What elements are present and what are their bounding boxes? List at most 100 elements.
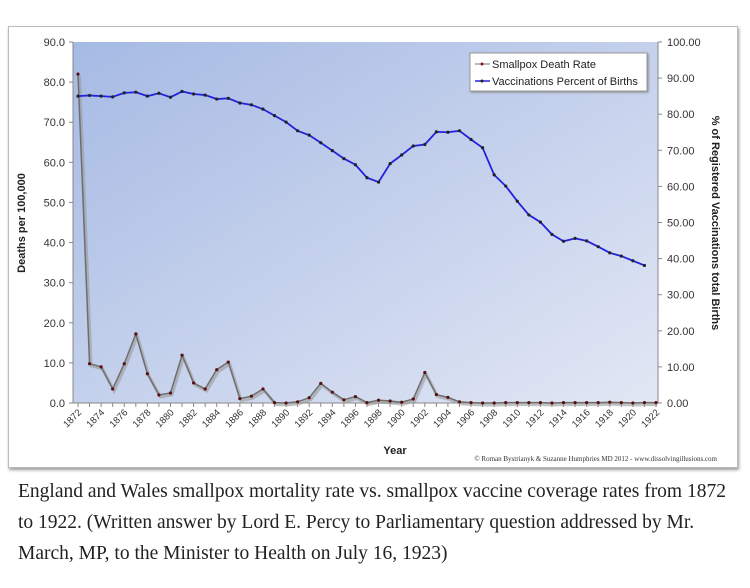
vaccination-point xyxy=(261,107,265,111)
x-tick-label: 1916 xyxy=(570,407,593,430)
smallpox-point xyxy=(550,401,554,405)
smallpox-point xyxy=(296,400,300,404)
vaccination-point xyxy=(515,199,519,203)
vaccination-point xyxy=(157,91,161,95)
vaccination-line xyxy=(77,90,645,267)
vaccination-point xyxy=(122,91,126,95)
y2-tick-label: 50.00 xyxy=(667,218,695,230)
smallpox-point xyxy=(423,370,427,375)
vaccination-point xyxy=(192,92,196,96)
y2-tick-label: 90.00 xyxy=(667,73,695,85)
chart-frame: 0.0 10.0 20.0 30.0 40.0 50.0 60.0 70.0 80.0 90.0 0… xyxy=(8,26,738,468)
x-tick-label: 1908 xyxy=(478,407,501,430)
vaccination-point xyxy=(76,94,80,98)
smallpox-point xyxy=(619,400,623,405)
y-tick-label: 60.0 xyxy=(44,157,65,169)
smallpox-point xyxy=(469,400,473,405)
vaccination-point xyxy=(596,245,600,249)
smallpox-point xyxy=(238,396,242,401)
x-tick-label: 1912 xyxy=(524,407,547,430)
credit: © Roman Bystrianyk & Suzanne Humphries M… xyxy=(474,455,717,463)
vaccination-point xyxy=(631,259,635,263)
smallpox-point xyxy=(284,401,288,405)
vaccination-point xyxy=(319,141,323,145)
x-tick-label: 1914 xyxy=(547,407,570,430)
y-tick-label: 20.0 xyxy=(44,318,65,330)
vaccination-point xyxy=(608,251,612,255)
vaccination-point xyxy=(226,96,230,100)
smallpox-point xyxy=(608,400,612,404)
x-tick-label: 1896 xyxy=(339,407,362,430)
smallpox-point xyxy=(446,395,450,399)
vaccination-point xyxy=(203,93,207,97)
y-tick-label: 30.0 xyxy=(44,278,65,290)
smallpox-point xyxy=(192,381,196,385)
vaccination-point xyxy=(446,130,450,134)
smallpox-point xyxy=(376,398,381,402)
vaccination-point xyxy=(400,153,404,157)
smallpox-point xyxy=(596,400,600,405)
vaccination-point xyxy=(642,263,647,268)
figure-caption: England and Wales smallpox mortality rat… xyxy=(18,481,726,564)
vaccination-point xyxy=(249,103,253,107)
smallpox-point xyxy=(457,400,462,404)
vaccination-point xyxy=(284,120,288,124)
x-tick-label: 1892 xyxy=(293,407,316,430)
smallpox-point xyxy=(307,396,311,400)
smallpox-point xyxy=(400,400,404,404)
smallpox-point xyxy=(145,372,149,376)
x-tick-label: 1902 xyxy=(408,407,431,430)
smallpox-point xyxy=(481,401,485,405)
smallpox-point xyxy=(319,381,323,385)
vaccination-point xyxy=(457,129,462,133)
y-tick-label: 0.0 xyxy=(50,398,65,410)
smallpox-point xyxy=(134,332,138,336)
x-tick-label: 1900 xyxy=(385,407,408,430)
y-tick-label: 80.0 xyxy=(44,77,65,89)
legend-smallpox: Smallpox Death Rate xyxy=(492,59,596,71)
smallpox-point xyxy=(642,400,647,405)
smallpox-point xyxy=(330,390,334,394)
x-tick-label: 1906 xyxy=(454,407,477,430)
smallpox-point xyxy=(180,353,184,357)
vaccination-point xyxy=(272,114,277,118)
vaccination-point xyxy=(353,163,358,167)
y2-tick-label: 80.00 xyxy=(667,109,695,121)
legend-vaccination: Vaccinations Percent of Births xyxy=(492,76,638,88)
y2-tick-label: 40.00 xyxy=(667,254,695,266)
vaccination-point xyxy=(215,97,219,101)
smallpox-line-shadow xyxy=(78,76,658,407)
smallpox-point xyxy=(122,362,126,366)
vaccination-point xyxy=(434,130,438,134)
x-tick-label: 1874 xyxy=(85,407,108,430)
x-tick-label: 1922 xyxy=(639,407,662,430)
smallpox-point xyxy=(515,400,519,405)
x-tick-label: 1884 xyxy=(200,407,223,430)
vaccination-point xyxy=(99,94,103,98)
x-tick-label: 1894 xyxy=(316,407,339,430)
y-tick-label: 10.0 xyxy=(44,358,65,370)
legend: Smallpox Death Rate Vaccinations Percent… xyxy=(469,52,648,92)
smallpox-point xyxy=(631,401,635,405)
vaccination-point xyxy=(481,146,485,150)
smallpox-point xyxy=(342,398,346,402)
smallpox-point xyxy=(168,391,173,395)
smallpox-point xyxy=(434,392,438,397)
x-tick-label: 1872 xyxy=(61,407,84,430)
x-tick-label: 1910 xyxy=(501,407,524,430)
smallpox-point xyxy=(272,400,277,405)
x-tick-label: 1878 xyxy=(131,407,154,430)
y-tick-label: 40.0 xyxy=(44,238,65,250)
smallpox-point xyxy=(411,397,415,401)
vaccination-point xyxy=(561,239,566,243)
y2-tick-label: 10.00 xyxy=(667,362,695,374)
vaccination-point xyxy=(411,144,415,148)
x-tick-label: 1904 xyxy=(431,407,454,430)
smallpox-point xyxy=(585,400,589,405)
smallpox-point xyxy=(261,387,265,391)
vaccination-point xyxy=(330,149,334,153)
y2-tick-label: 30.00 xyxy=(667,290,695,302)
smallpox-point xyxy=(99,365,103,369)
y2-axis-label: % of Registered Vaccinations total Birth… xyxy=(709,116,721,331)
plot-area xyxy=(73,42,658,403)
